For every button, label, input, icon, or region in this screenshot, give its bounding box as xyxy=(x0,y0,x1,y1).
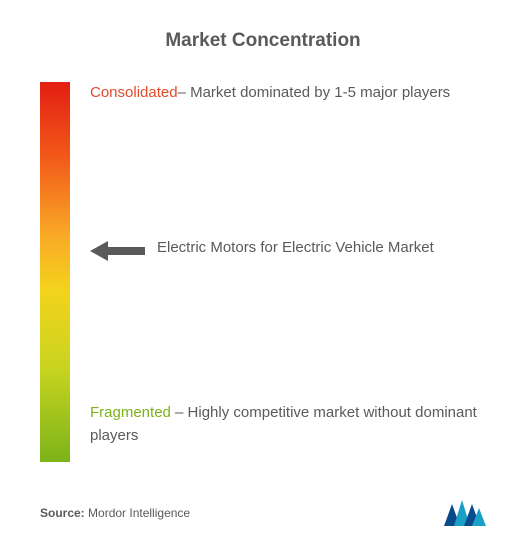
source-footer: Source: Mordor Intelligence xyxy=(40,506,190,520)
source-value: Mordor Intelligence xyxy=(88,506,190,520)
consolidated-desc: – Market dominated by 1-5 major players xyxy=(178,84,451,101)
fragmented-term: Fragmented xyxy=(90,404,171,421)
concentration-gradient-bar xyxy=(40,82,70,462)
chart-body: Consolidated– Market dominated by 1-5 ma… xyxy=(40,82,486,482)
consolidated-label: Consolidated– Market dominated by 1-5 ma… xyxy=(90,82,486,105)
consolidated-term: Consolidated xyxy=(90,84,178,101)
source-label: Source: xyxy=(40,506,85,520)
labels-column: Consolidated– Market dominated by 1-5 ma… xyxy=(70,82,486,482)
chart-title: Market Concentration xyxy=(40,30,486,52)
mordor-logo-icon xyxy=(444,500,486,526)
market-pointer: Electric Motors for Electric Vehicle Mar… xyxy=(90,237,486,263)
arrow-left-icon xyxy=(90,239,145,263)
fragmented-label: Fragmented – Highly competitive market w… xyxy=(90,402,486,447)
market-name: Electric Motors for Electric Vehicle Mar… xyxy=(157,237,486,260)
